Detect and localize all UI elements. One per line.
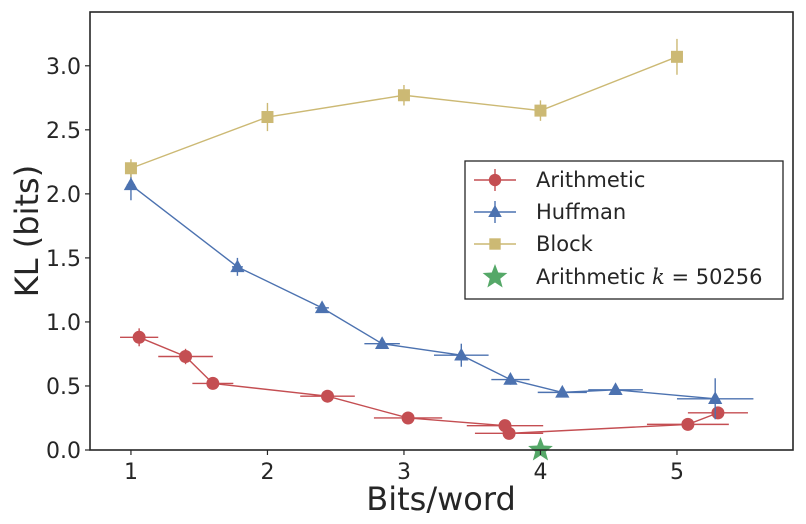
data-point (261, 111, 274, 124)
data-point (401, 411, 415, 425)
data-point (711, 406, 725, 420)
legend-label-math: k (652, 265, 665, 289)
legend-entry-2: Block (474, 232, 594, 256)
x-axis-label: Bits/word (366, 480, 516, 518)
x-tick-label: 2 (260, 460, 274, 485)
y-axis-label: KL (bits) (8, 165, 46, 297)
data-point (206, 376, 220, 390)
data-point (708, 391, 723, 405)
data-point (454, 347, 469, 361)
data-point (374, 336, 390, 349)
series-3 (528, 437, 553, 461)
y-tick-label: 2.5 (46, 119, 81, 144)
data-point (528, 437, 553, 461)
legend-marker (482, 264, 508, 288)
data-point (321, 389, 335, 403)
series-layer (120, 38, 754, 461)
data-point (397, 89, 410, 102)
data-point (503, 372, 518, 385)
x-tick-label: 5 (670, 460, 684, 485)
data-point (534, 104, 547, 117)
x-tick-label: 1 (124, 460, 138, 485)
data-point (670, 50, 683, 63)
legend-entry-0: Arithmetic (474, 168, 645, 192)
data-point (124, 162, 137, 175)
data-point (555, 384, 570, 398)
legend: Arithmetic Huffman Block Arithmetic k = 502… (464, 160, 784, 300)
data-point (608, 382, 623, 396)
y-tick-label: 2.0 (46, 183, 81, 208)
data-point (132, 330, 146, 344)
legend-label: Block (536, 232, 594, 256)
legend-marker (488, 173, 502, 187)
legend-entry-3: Arithmetic k = 50256 (482, 264, 763, 289)
data-point (179, 350, 193, 364)
legend-label-text: Arithmetic (536, 168, 645, 192)
x-tick-label: 3 (397, 460, 411, 485)
data-point (230, 259, 245, 273)
series-1 (123, 169, 754, 420)
y-tick-label: 1.5 (46, 247, 81, 272)
legend-marker (489, 238, 501, 250)
legend-frame (464, 160, 784, 300)
series-0 (120, 328, 748, 440)
legend-label: Arithmetic k = 50256 (536, 265, 763, 289)
legend-marker (488, 204, 502, 217)
data-point (123, 177, 139, 191)
legend-label-text: Arithmetic (536, 265, 652, 289)
legend-label: Huffman (536, 200, 626, 224)
data-point (314, 300, 330, 314)
legend-label: Arithmetic (536, 168, 645, 192)
data-point (502, 426, 516, 440)
x-tick-label: 4 (533, 460, 547, 485)
legend-label-text: Huffman (536, 200, 626, 224)
axis-ticks: 1 2 3 4 5 0.0 0.5 1.0 1.5 2.0 2.5 3.0 (46, 55, 684, 485)
y-tick-label: 3.0 (46, 55, 81, 80)
plot-frame (89, 11, 794, 451)
y-tick-label: 0.5 (46, 375, 81, 400)
legend-label-text: Block (536, 232, 594, 256)
series-2 (124, 38, 683, 178)
y-tick-label: 0.0 (46, 439, 81, 464)
legend-label-suffix: = 50256 (665, 265, 763, 289)
data-point (681, 417, 695, 431)
legend-entry-1: Huffman (474, 200, 626, 224)
y-tick-label: 1.0 (46, 311, 81, 336)
